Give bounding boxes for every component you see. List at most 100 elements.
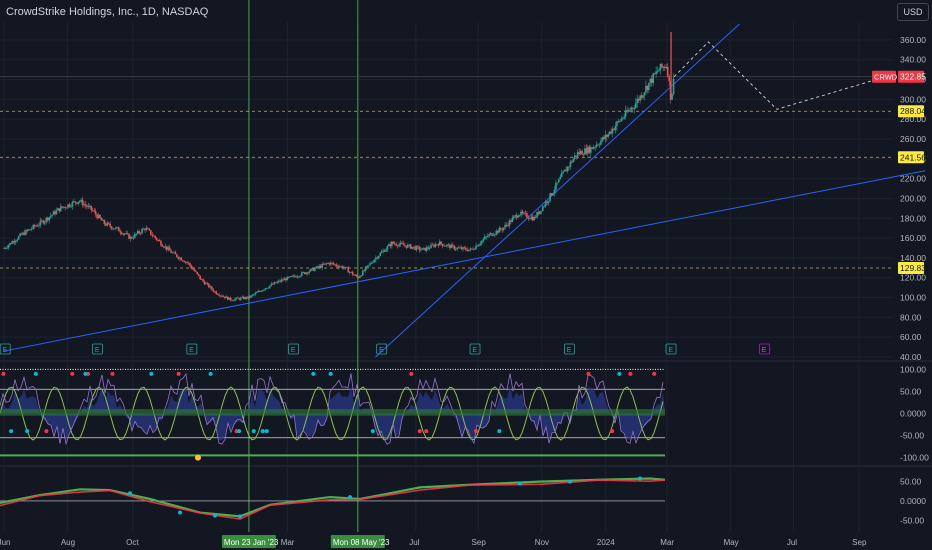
candle-body bbox=[151, 234, 154, 236]
earnings-marker-label: E bbox=[567, 347, 572, 354]
candle-body bbox=[543, 205, 546, 207]
candle-body bbox=[605, 134, 608, 137]
candle-body bbox=[373, 259, 376, 263]
osc2-signal-dot bbox=[128, 491, 132, 496]
candle-body bbox=[552, 193, 554, 196]
candle-body bbox=[38, 224, 40, 226]
candle-body bbox=[13, 241, 16, 243]
candle-body bbox=[405, 245, 408, 248]
candle-body bbox=[138, 231, 140, 234]
candle-body bbox=[447, 244, 450, 246]
x-axis-tick-label: Aug bbox=[61, 538, 75, 547]
candle-body bbox=[402, 243, 405, 246]
candle-body bbox=[363, 270, 366, 272]
candle-body bbox=[491, 233, 493, 236]
candle-body bbox=[99, 214, 101, 219]
candle-body bbox=[176, 254, 178, 258]
candle-body bbox=[587, 146, 589, 154]
osc1-signal-dot bbox=[70, 371, 75, 376]
y-axis-tick-label: 220.00 bbox=[900, 174, 926, 184]
symbol-tag bbox=[872, 70, 896, 83]
candle-body bbox=[308, 271, 310, 274]
candle-body bbox=[401, 242, 403, 244]
candle-body bbox=[353, 274, 355, 276]
candle-body bbox=[221, 295, 223, 297]
candle-body bbox=[80, 199, 82, 202]
candle-body bbox=[467, 249, 470, 252]
candle-body bbox=[441, 243, 444, 246]
candle-body bbox=[501, 229, 503, 231]
osc2-signal-dot bbox=[518, 481, 522, 486]
candle-body bbox=[245, 297, 248, 299]
candle-body bbox=[311, 268, 313, 270]
x-axis-tick-label: 2024 bbox=[597, 538, 615, 547]
candle-body bbox=[450, 244, 453, 249]
candle-body bbox=[44, 221, 46, 224]
trendline bbox=[4, 170, 926, 352]
candle-body bbox=[581, 151, 583, 155]
candle-body bbox=[115, 227, 117, 229]
candle-body bbox=[312, 268, 315, 271]
y-axis-tick-label: 200.00 bbox=[900, 193, 926, 203]
candle-body bbox=[388, 244, 390, 247]
candle-body bbox=[270, 283, 273, 286]
candle-body bbox=[391, 241, 393, 247]
candle-body bbox=[9, 242, 11, 246]
candle-body bbox=[247, 296, 249, 299]
candle-body bbox=[49, 215, 52, 218]
currency-button[interactable]: USD bbox=[897, 3, 929, 21]
candle-body bbox=[135, 233, 138, 235]
candle-body bbox=[411, 247, 413, 249]
candle-body bbox=[350, 271, 352, 273]
candle-body bbox=[251, 294, 254, 296]
candle-body bbox=[216, 294, 219, 295]
candle-body bbox=[183, 261, 186, 263]
candle-body bbox=[263, 289, 265, 291]
candle-body bbox=[396, 245, 399, 247]
candle-body bbox=[96, 214, 98, 219]
candle-body bbox=[285, 278, 287, 281]
candle-body bbox=[280, 279, 283, 282]
osc1-signal-dot bbox=[44, 429, 49, 434]
candle-body bbox=[65, 207, 68, 209]
earnings-marker-label: E bbox=[762, 347, 767, 354]
candle-body bbox=[54, 211, 56, 215]
candle-body bbox=[572, 158, 575, 163]
candle-body bbox=[292, 275, 294, 277]
earnings-marker bbox=[665, 343, 677, 355]
candle-body bbox=[424, 247, 427, 251]
earnings-marker bbox=[288, 343, 299, 355]
earnings-marker bbox=[376, 343, 388, 355]
candle-body bbox=[511, 217, 514, 222]
candle-body bbox=[193, 269, 196, 272]
candle-body bbox=[505, 224, 508, 226]
y-axis-tick-label: 160.00 bbox=[900, 233, 926, 243]
candle-body bbox=[446, 244, 448, 246]
candle-body bbox=[22, 232, 24, 235]
osc1-signal-dot bbox=[417, 429, 422, 434]
level-price-tag bbox=[898, 261, 924, 274]
candle-body bbox=[659, 63, 662, 70]
level-price-tag-text: 129.83 bbox=[900, 263, 926, 273]
candle-body bbox=[656, 71, 659, 73]
candle-body bbox=[650, 78, 653, 83]
candle-body bbox=[376, 257, 379, 259]
candle-body bbox=[154, 235, 156, 238]
candle-body bbox=[35, 225, 37, 227]
candle-body bbox=[348, 271, 351, 273]
candle-body bbox=[454, 249, 457, 250]
candle-body bbox=[592, 147, 595, 149]
osc1-line bbox=[0, 372, 664, 446]
candle-body bbox=[449, 244, 451, 249]
candle-body bbox=[314, 268, 316, 271]
osc2-line bbox=[0, 477, 666, 518]
candle-body bbox=[341, 266, 344, 269]
candle-body bbox=[161, 245, 164, 247]
candle-body bbox=[205, 283, 207, 285]
candle-body bbox=[78, 201, 81, 203]
chart-title: CrowdStrike Holdings, Inc., 1D, NASDAQ bbox=[6, 6, 209, 18]
candle-body bbox=[473, 248, 476, 250]
candle-body bbox=[465, 248, 467, 250]
candle-body bbox=[524, 212, 527, 214]
